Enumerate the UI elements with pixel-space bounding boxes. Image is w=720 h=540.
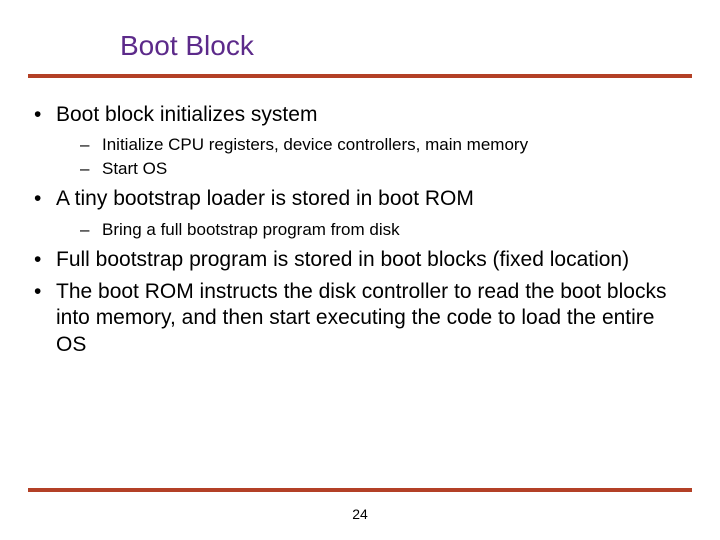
- bullet-text: Full bootstrap program is stored in boot…: [56, 248, 629, 271]
- bullet-text: A tiny bootstrap loader is stored in boo…: [56, 187, 474, 210]
- bullet-text: The boot ROM instructs the disk controll…: [56, 280, 666, 356]
- page-number: 24: [0, 506, 720, 522]
- bullet-list: Boot block initializes system Initialize…: [28, 102, 680, 358]
- bullet-text: Boot block initializes system: [56, 103, 317, 126]
- sub-bullet-item: Bring a full bootstrap program from disk: [74, 219, 680, 241]
- slide-title: Boot Block: [0, 0, 720, 74]
- slide: Boot Block Boot block initializes system…: [0, 0, 720, 540]
- bullet-item: Boot block initializes system Initialize…: [28, 102, 680, 180]
- slide-body: Boot block initializes system Initialize…: [0, 102, 720, 358]
- bullet-item: A tiny bootstrap loader is stored in boo…: [28, 186, 680, 240]
- title-rule: [28, 74, 692, 78]
- sub-bullet-list: Initialize CPU registers, device control…: [56, 134, 680, 180]
- footer-rule: [28, 488, 692, 492]
- sub-bullet-item: Initialize CPU registers, device control…: [74, 134, 680, 156]
- sub-bullet-list: Bring a full bootstrap program from disk: [56, 219, 680, 241]
- sub-bullet-item: Start OS: [74, 158, 680, 180]
- bullet-item: Full bootstrap program is stored in boot…: [28, 247, 680, 273]
- bullet-item: The boot ROM instructs the disk controll…: [28, 279, 680, 358]
